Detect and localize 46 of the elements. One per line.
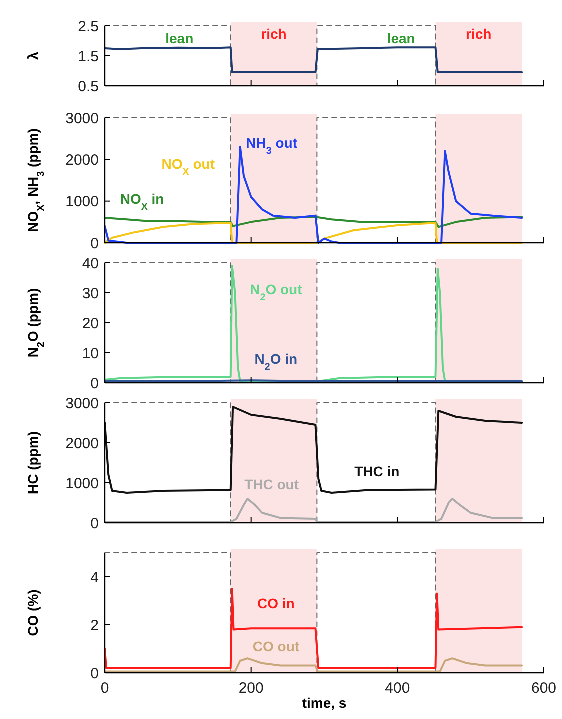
y-tick-label: 2000: [66, 435, 99, 452]
x-tick-label: 600: [531, 680, 557, 697]
annotation: N$_{2}$O out: [250, 281, 303, 303]
y-axis-title: HC (ppm): [25, 432, 41, 494]
y-tick-label: 3000: [66, 395, 99, 412]
y-tick-label: 3000: [66, 110, 99, 128]
x-tick-label: 200: [238, 680, 264, 697]
annotation: NH$_{3}$ out: [246, 134, 298, 156]
annotation: lean: [387, 30, 416, 46]
annotation: THC in: [354, 463, 400, 480]
y-tick-label: 10: [82, 345, 99, 362]
x-axis-title: time, s: [302, 695, 347, 711]
annotation: CO out: [252, 638, 300, 654]
y-tick-label: 20: [82, 315, 99, 332]
annotation: N$_{2}$O in: [254, 350, 298, 372]
annotation: NO$_{X}$ in: [120, 191, 164, 213]
line-series: [104, 406, 524, 494]
line-series: [104, 222, 524, 244]
y-tick-label: 30: [82, 285, 99, 302]
y-tick-label: 0.5: [78, 78, 99, 96]
x-tick-label: 400: [385, 680, 410, 697]
line-series: [104, 46, 524, 74]
y-tick-label: 4: [90, 569, 99, 586]
y-tick-label: 2: [90, 617, 99, 634]
y-tick-label: 0: [90, 515, 99, 532]
y-tick-label: 0: [90, 665, 99, 682]
y-tick-label: 1.5: [78, 48, 99, 66]
band-label: rich: [261, 26, 287, 42]
y-tick-label: 2.5: [78, 18, 99, 36]
band-label: rich: [466, 26, 492, 42]
line-series: [104, 588, 524, 670]
annotation: lean: [166, 30, 194, 46]
annotation: CO in: [258, 595, 295, 612]
annotation: NO$_{X}$ out: [162, 156, 216, 178]
y-tick-label: 40: [82, 255, 99, 272]
annotation: THC out: [244, 476, 300, 492]
y-axis-title: CO (%): [25, 590, 41, 636]
y-tick-label: 0: [90, 235, 99, 252]
line-series: [104, 216, 524, 228]
y-tick-label: 2000: [66, 152, 99, 169]
y-tick-label: 1000: [66, 475, 99, 492]
line-series: [104, 498, 524, 524]
y-tick-label: 1000: [66, 194, 99, 211]
y-tick-label: 0: [90, 375, 99, 392]
y-axis-title: λ: [25, 52, 41, 60]
line-series: [104, 658, 524, 673]
